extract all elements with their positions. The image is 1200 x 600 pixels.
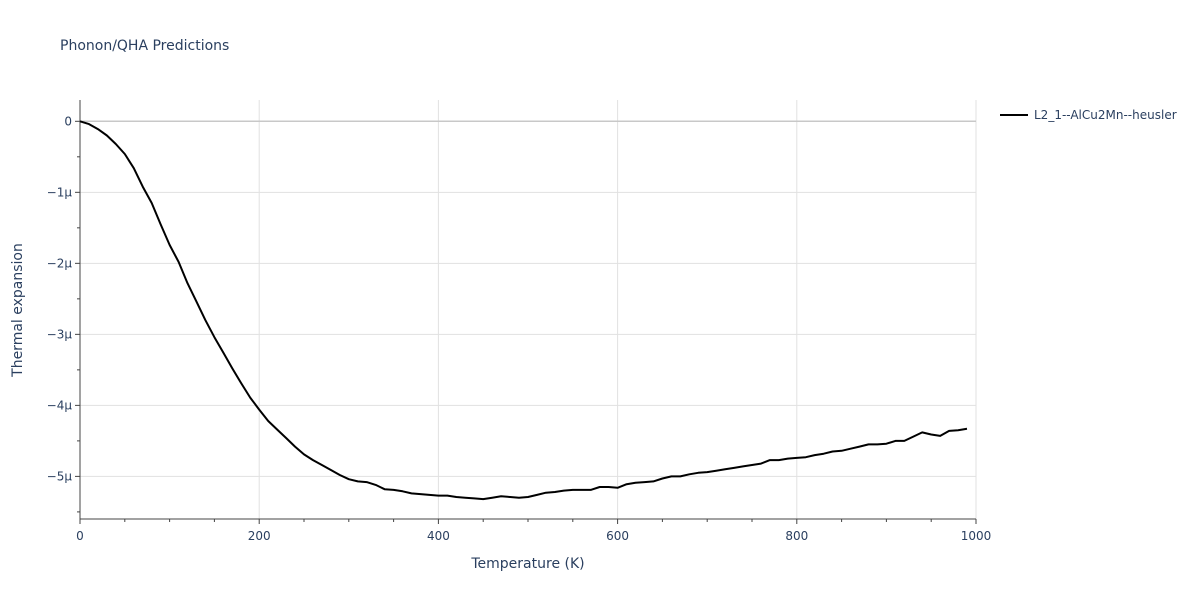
series-layer	[79, 120, 968, 501]
y-tick-label: 0	[64, 114, 72, 128]
chart-title: Phonon/QHA Predictions	[60, 38, 229, 54]
x-tick-label: 1000	[961, 529, 992, 543]
x-tick-label: 400	[427, 529, 450, 543]
ticks-layer: 0 200 400 600 800 1000 0 −1µ −2µ −3µ −4µ −5µ	[47, 114, 992, 543]
axes-layer	[79, 100, 976, 520]
y-axis-title: Thermal expansion	[10, 243, 26, 378]
y-tick-label: −1µ	[47, 185, 73, 199]
x-tick-label: 200	[248, 529, 271, 543]
legend[interactable]: L2_1--AlCu2Mn--heusler	[1000, 108, 1177, 122]
y-tick-label: −4µ	[47, 398, 73, 412]
x-tick-label: 0	[76, 529, 84, 543]
series-line[interactable]	[79, 120, 968, 501]
legend-item-label[interactable]: L2_1--AlCu2Mn--heusler	[1034, 108, 1177, 122]
y-tick-label: −3µ	[47, 327, 73, 341]
x-tick-label: 800	[785, 529, 808, 543]
y-tick-label: −2µ	[47, 256, 73, 270]
x-axis-title: Temperature (K)	[470, 556, 584, 572]
grid-layer	[80, 100, 977, 519]
y-tick-label: −5µ	[47, 469, 73, 483]
x-tick-label: 600	[606, 529, 629, 543]
